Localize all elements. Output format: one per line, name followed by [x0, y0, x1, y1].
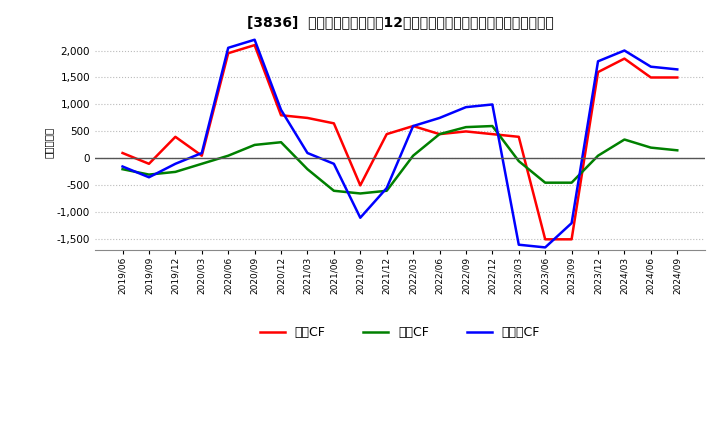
フリーCF [382, 185, 391, 191]
営業CF [382, 132, 391, 137]
Legend: 営業CF, 投資CF, フリーCF: 営業CF, 投資CF, フリーCF [255, 321, 545, 344]
営業CF [541, 237, 549, 242]
Y-axis label: （百万円）: （百万円） [44, 127, 54, 158]
投資CF [435, 132, 444, 137]
フリーCF [488, 102, 497, 107]
営業CF [197, 153, 206, 158]
営業CF [251, 43, 259, 48]
投資CF [171, 169, 180, 175]
投資CF [594, 153, 603, 158]
営業CF [330, 121, 338, 126]
営業CF [567, 237, 576, 242]
営業CF [620, 56, 629, 61]
営業CF [647, 75, 655, 80]
投資CF [303, 167, 312, 172]
営業CF [171, 134, 180, 139]
Line: 営業CF: 営業CF [122, 45, 678, 239]
投資CF [620, 137, 629, 142]
フリーCF [435, 115, 444, 121]
投資CF [356, 191, 364, 196]
営業CF [356, 183, 364, 188]
投資CF [462, 125, 470, 130]
営業CF [435, 132, 444, 137]
投資CF [515, 158, 523, 164]
フリーCF [330, 161, 338, 166]
営業CF [462, 129, 470, 134]
投資CF [197, 161, 206, 166]
投資CF [409, 153, 418, 158]
投資CF [224, 153, 233, 158]
投資CF [647, 145, 655, 150]
フリーCF [118, 164, 127, 169]
Line: フリーCF: フリーCF [122, 40, 678, 247]
フリーCF [647, 64, 655, 70]
投資CF [541, 180, 549, 185]
投資CF [488, 123, 497, 128]
投資CF [330, 188, 338, 194]
営業CF [276, 113, 285, 118]
フリーCF [303, 150, 312, 156]
営業CF [118, 150, 127, 156]
営業CF [594, 70, 603, 75]
フリーCF [541, 245, 549, 250]
投資CF [382, 188, 391, 194]
フリーCF [197, 150, 206, 156]
営業CF [409, 123, 418, 128]
投資CF [673, 148, 682, 153]
フリーCF [409, 123, 418, 128]
Title: [3836]  キャッシュフローの12か月移動合計の対前年同期増減額の推移: [3836] キャッシュフローの12か月移動合計の対前年同期増減額の推移 [246, 15, 553, 29]
投資CF [251, 142, 259, 147]
フリーCF [251, 37, 259, 42]
営業CF [488, 132, 497, 137]
フリーCF [276, 107, 285, 113]
フリーCF [145, 175, 153, 180]
Line: 投資CF: 投資CF [122, 126, 678, 194]
フリーCF [171, 161, 180, 166]
フリーCF [224, 45, 233, 51]
フリーCF [620, 48, 629, 53]
営業CF [673, 75, 682, 80]
フリーCF [673, 67, 682, 72]
フリーCF [356, 215, 364, 220]
営業CF [145, 161, 153, 166]
フリーCF [567, 220, 576, 226]
営業CF [303, 115, 312, 121]
投資CF [118, 167, 127, 172]
フリーCF [515, 242, 523, 247]
投資CF [567, 180, 576, 185]
投資CF [276, 139, 285, 145]
フリーCF [462, 105, 470, 110]
営業CF [515, 134, 523, 139]
営業CF [224, 51, 233, 56]
フリーCF [594, 59, 603, 64]
投資CF [145, 172, 153, 177]
